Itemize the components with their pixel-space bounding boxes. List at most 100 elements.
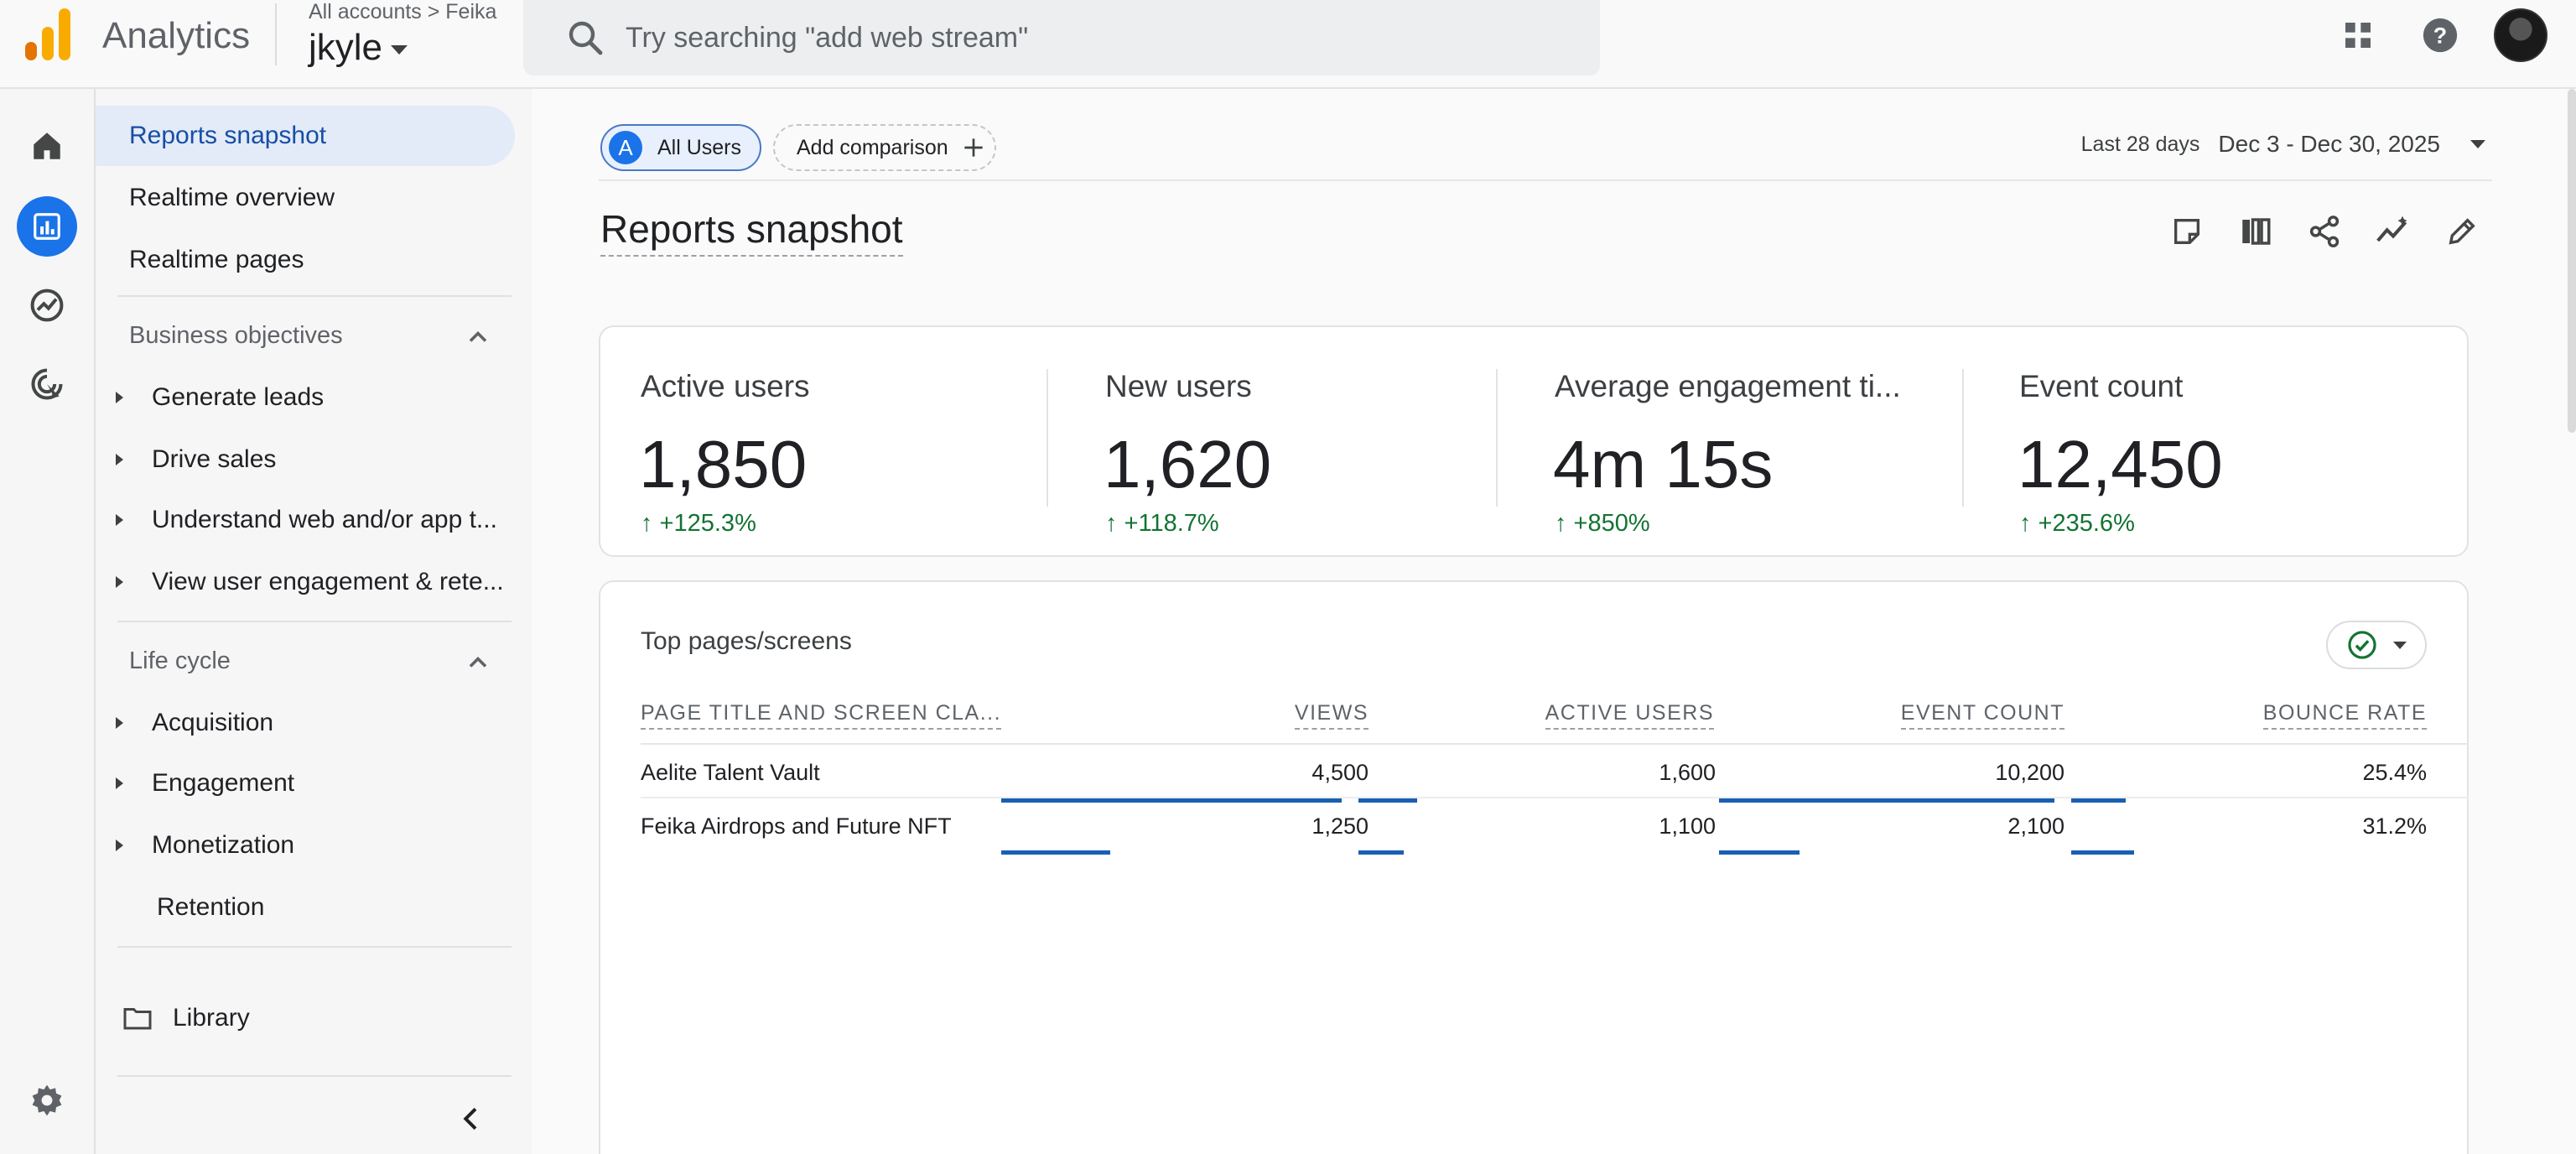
nav-item-engagement[interactable]: Engagement bbox=[96, 753, 294, 814]
cell-views: 1,250 bbox=[1311, 814, 1368, 839]
expand-arrow-icon bbox=[116, 576, 123, 588]
nav-item-reports-snapshot[interactable]: Reports snapshot bbox=[96, 106, 515, 166]
column-header-event-count[interactable]: EVENT COUNT bbox=[1900, 701, 2064, 730]
bounce-rate-bar bbox=[2071, 798, 2126, 803]
nav-item-view-user-engagement[interactable]: View user engagement & rete... bbox=[96, 552, 504, 612]
nav-item-retention[interactable]: Retention bbox=[96, 877, 264, 938]
cell-page-title[interactable]: Aelite Talent Vault bbox=[641, 760, 820, 785]
nav-item-drive-sales[interactable]: Drive sales bbox=[96, 429, 276, 490]
column-header-bounce-rate[interactable]: BOUNCE RATE bbox=[2262, 701, 2427, 730]
views-bar bbox=[1001, 850, 1110, 855]
analytics-logo-icon[interactable] bbox=[25, 8, 74, 60]
all-users-label: All Users bbox=[657, 135, 742, 159]
views-bar bbox=[1001, 798, 1342, 803]
metric-value: 4m 15s bbox=[1553, 427, 1774, 502]
top-pages-card: Top pages/screens PAGE TITLE AND SCREEN … bbox=[599, 580, 2469, 1154]
metric-change: ↑ +118.7% bbox=[1105, 510, 1219, 537]
expand-arrow-icon bbox=[116, 454, 123, 465]
cell-page-title[interactable]: Feika Airdrops and Future NFT bbox=[641, 814, 952, 839]
chevron-down-icon bbox=[2393, 641, 2407, 649]
chevron-down-icon bbox=[391, 44, 408, 55]
check-circle-icon bbox=[2348, 631, 2376, 659]
folder-icon bbox=[123, 1008, 152, 1030]
metric-divider bbox=[1046, 369, 1048, 507]
add-comparison-label: Add comparison bbox=[797, 135, 948, 159]
collapse-nav-icon[interactable] bbox=[454, 1102, 488, 1136]
search-bar[interactable] bbox=[523, 0, 1600, 75]
row-divider bbox=[641, 797, 2469, 798]
section-header-business-objectives[interactable]: Business objectives bbox=[129, 322, 343, 349]
metric-event-count[interactable]: Event count 12,450 ↑ +235.6% bbox=[1979, 327, 2449, 555]
metric-label: Average engagement ti... bbox=[1555, 369, 1901, 403]
search-input[interactable] bbox=[626, 21, 1548, 55]
account-breadcrumb[interactable]: All accounts > Feika bbox=[309, 0, 497, 23]
section-header-life-cycle[interactable]: Life cycle bbox=[129, 647, 231, 674]
cell-bounce-rate: 31.2% bbox=[2362, 814, 2427, 839]
metric-label: Active users bbox=[641, 369, 810, 403]
plus-icon bbox=[963, 138, 983, 157]
divider bbox=[599, 179, 2492, 181]
nav-divider bbox=[117, 946, 512, 948]
column-header-views[interactable]: VIEWS bbox=[1294, 701, 1368, 730]
explore-icon[interactable] bbox=[17, 275, 77, 335]
compare-columns-icon[interactable] bbox=[2236, 211, 2276, 252]
chevron-down-icon bbox=[2470, 140, 2485, 148]
share-icon[interactable] bbox=[2304, 211, 2345, 252]
nav-item-label: Realtime overview bbox=[129, 184, 335, 211]
nav-item-understand-web-app[interactable]: Understand web and/or app t... bbox=[96, 490, 497, 550]
nav-item-generate-leads[interactable]: Generate leads bbox=[96, 367, 324, 428]
reports-icon[interactable] bbox=[17, 196, 77, 257]
insights-icon[interactable] bbox=[2373, 211, 2413, 252]
table-filter-button[interactable] bbox=[2326, 621, 2427, 669]
account-selector[interactable]: jkyle bbox=[309, 27, 408, 69]
chevron-up-icon[interactable] bbox=[463, 647, 493, 678]
nav-divider bbox=[117, 1075, 512, 1077]
nav-item-library[interactable]: Library bbox=[96, 988, 250, 1048]
avatar[interactable] bbox=[2494, 8, 2547, 62]
metric-change: ↑ +125.3% bbox=[641, 510, 756, 537]
scrollbar[interactable] bbox=[2568, 89, 2576, 433]
table-header-rule bbox=[641, 743, 2469, 745]
active-users-bar bbox=[1358, 798, 1417, 803]
page-title: Reports snapshot bbox=[600, 206, 903, 257]
nav-item-label: Drive sales bbox=[152, 445, 277, 473]
column-header-page-title[interactable]: PAGE TITLE AND SCREEN CLA... bbox=[641, 701, 1002, 730]
metric-change: ↑ +850% bbox=[1555, 510, 1650, 537]
cell-active-users: 1,100 bbox=[1659, 814, 1716, 839]
apps-grid-icon[interactable] bbox=[2336, 13, 2380, 57]
nav-item-label: Library bbox=[173, 1004, 250, 1032]
customize-report-icon[interactable] bbox=[2167, 211, 2207, 252]
advertising-icon[interactable] bbox=[17, 354, 77, 414]
nav-item-label: Monetization bbox=[152, 831, 295, 859]
main-content: A All Users Add comparison Last 28 days … bbox=[532, 89, 2576, 1154]
nav-item-label: View user engagement & rete... bbox=[152, 568, 504, 595]
metric-divider bbox=[1496, 369, 1498, 507]
nav-item-realtime-overview[interactable]: Realtime overview bbox=[96, 168, 335, 228]
metric-divider bbox=[1962, 369, 1964, 507]
cell-views: 4,500 bbox=[1311, 760, 1368, 785]
nav-item-label: Generate leads bbox=[152, 383, 325, 411]
settings-icon[interactable] bbox=[17, 1070, 77, 1131]
column-header-active-users[interactable]: ACTIVE USERS bbox=[1545, 701, 1714, 730]
add-comparison-button[interactable]: Add comparison bbox=[773, 124, 996, 171]
metric-average-engagement-time[interactable]: Average engagement ti... 4m 15s ↑ +850% bbox=[1514, 327, 1967, 555]
nav-divider bbox=[117, 621, 512, 622]
nav-item-realtime-pages[interactable]: Realtime pages bbox=[96, 230, 304, 290]
cell-event-count: 10,200 bbox=[1995, 760, 2064, 785]
chevron-up-icon[interactable] bbox=[463, 322, 493, 352]
edit-icon[interactable] bbox=[2442, 211, 2482, 252]
nav-divider bbox=[117, 295, 512, 297]
metric-active-users[interactable]: Active users 1,850 ↑ +125.3% bbox=[600, 327, 1053, 555]
metric-change: ↑ +235.6% bbox=[2019, 510, 2135, 537]
date-range-picker[interactable]: Last 28 days Dec 3 - Dec 30, 2025 bbox=[2081, 131, 2485, 158]
event-count-bar bbox=[1719, 850, 1800, 855]
metric-value: 1,850 bbox=[639, 427, 808, 502]
nav-item-monetization[interactable]: Monetization bbox=[96, 815, 294, 876]
all-users-chip[interactable]: A All Users bbox=[600, 124, 761, 171]
help-icon[interactable]: ? bbox=[2418, 13, 2462, 57]
metric-new-users[interactable]: New users 1,620 ↑ +118.7% bbox=[1065, 327, 1518, 555]
event-count-bar bbox=[1719, 798, 2054, 803]
home-icon[interactable] bbox=[17, 116, 77, 176]
header-divider bbox=[275, 3, 277, 65]
nav-item-acquisition[interactable]: Acquisition bbox=[96, 693, 273, 753]
